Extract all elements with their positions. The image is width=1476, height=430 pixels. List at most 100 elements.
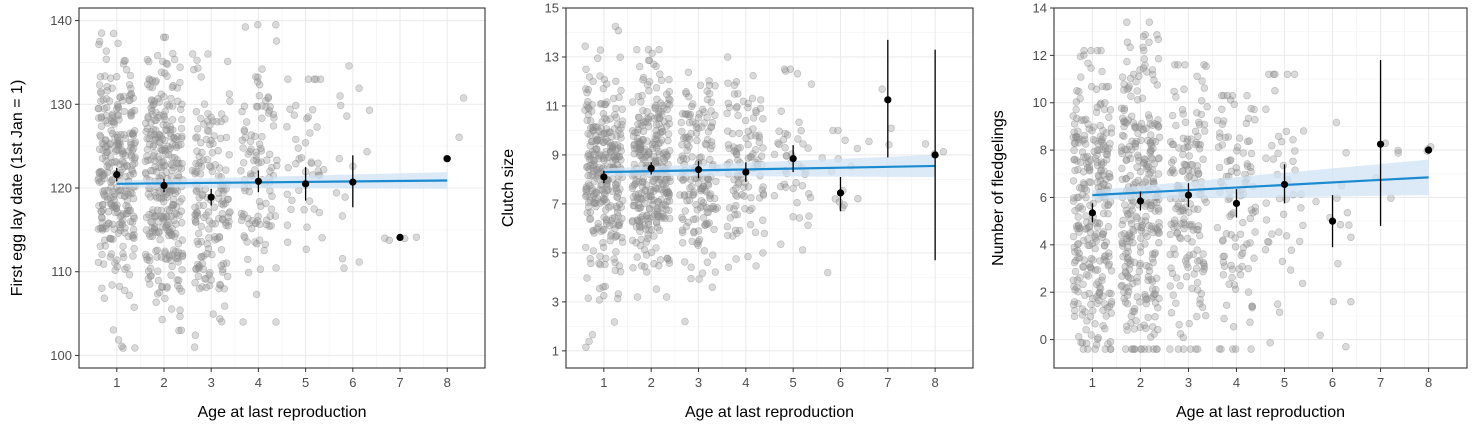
raw-point: [1275, 308, 1284, 316]
raw-point: [795, 214, 804, 222]
raw-point: [142, 170, 150, 178]
raw-point: [1185, 172, 1194, 180]
raw-point: [176, 312, 184, 321]
x-tick-label: 7: [1377, 375, 1384, 390]
y-axis-title: Clutch size: [500, 149, 517, 227]
raw-point: [663, 152, 672, 160]
mean-point: [1136, 197, 1145, 205]
raw-point: [805, 212, 813, 220]
raw-point: [1334, 260, 1342, 268]
raw-point: [1247, 104, 1255, 113]
raw-point: [609, 94, 618, 103]
raw-point: [1179, 150, 1187, 159]
raw-point: [595, 152, 603, 160]
raw-point: [130, 245, 138, 253]
raw-point: [612, 113, 620, 122]
raw-point: [127, 151, 135, 160]
raw-point: [112, 72, 121, 81]
raw-point: [656, 139, 664, 147]
raw-point: [127, 111, 135, 119]
raw-point: [1246, 318, 1254, 326]
raw-point: [1244, 264, 1253, 273]
raw-point: [189, 50, 197, 58]
raw-point: [217, 134, 225, 143]
raw-point: [1134, 129, 1142, 138]
raw-point: [213, 235, 222, 243]
x-tick-label: 4: [1233, 375, 1240, 390]
raw-point: [114, 39, 122, 48]
raw-point: [614, 290, 622, 298]
y-tick-label: 4: [1040, 237, 1047, 252]
raw-point: [732, 255, 740, 263]
raw-point: [130, 234, 138, 243]
y-tick-label: 15: [545, 1, 559, 16]
raw-point: [1130, 305, 1139, 313]
raw-point: [586, 124, 595, 132]
raw-point: [1099, 306, 1107, 314]
raw-point: [1121, 268, 1130, 276]
raw-point: [921, 140, 930, 148]
raw-point: [651, 103, 659, 112]
raw-point: [735, 129, 743, 138]
raw-point: [707, 123, 716, 131]
raw-point: [597, 131, 606, 139]
raw-point: [284, 164, 292, 172]
mean-point: [113, 171, 121, 179]
raw-point: [591, 145, 599, 154]
raw-point: [167, 133, 175, 141]
raw-point: [1133, 87, 1141, 95]
raw-point: [1170, 219, 1178, 227]
raw-point: [1154, 155, 1163, 163]
raw-point: [154, 267, 162, 275]
raw-point: [171, 55, 179, 64]
raw-point: [1295, 237, 1304, 246]
raw-point: [217, 246, 226, 254]
raw-point: [96, 97, 105, 105]
raw-point: [1200, 127, 1209, 135]
raw-point: [117, 131, 125, 139]
raw-point: [160, 93, 168, 101]
raw-point: [262, 199, 270, 208]
raw-point: [588, 137, 596, 146]
raw-point: [150, 100, 158, 109]
raw-point: [639, 155, 647, 164]
raw-point: [202, 135, 211, 144]
raw-point: [178, 236, 187, 244]
raw-point: [709, 204, 718, 212]
raw-point: [152, 116, 160, 125]
raw-point: [209, 310, 217, 318]
raw-point: [1133, 214, 1141, 222]
raw-point: [105, 234, 114, 243]
raw-point: [1104, 82, 1113, 91]
raw-point: [585, 73, 594, 81]
raw-point: [1104, 210, 1112, 218]
raw-point: [741, 116, 750, 125]
y-tick-label: 140: [50, 13, 72, 28]
raw-point: [258, 132, 266, 141]
raw-point: [1086, 313, 1095, 321]
raw-point: [102, 224, 110, 233]
raw-point: [1073, 240, 1082, 249]
raw-point: [736, 226, 744, 235]
raw-point: [781, 144, 789, 152]
raw-point: [244, 255, 252, 264]
raw-point: [602, 80, 611, 88]
raw-point: [143, 152, 151, 160]
raw-point: [1070, 312, 1079, 321]
raw-point: [1076, 158, 1085, 167]
raw-point: [1073, 193, 1081, 202]
raw-point: [95, 168, 103, 176]
raw-point: [1290, 70, 1299, 79]
raw-point: [613, 144, 622, 153]
mean-point: [1088, 209, 1097, 217]
raw-point: [205, 127, 213, 135]
confidence-band: [116, 172, 448, 189]
x-tick-label: 3: [208, 375, 215, 390]
raw-point: [665, 75, 673, 84]
raw-point: [171, 189, 180, 198]
raw-point: [112, 158, 121, 166]
raw-point: [143, 134, 151, 143]
raw-point: [681, 317, 689, 326]
raw-point: [650, 260, 658, 268]
